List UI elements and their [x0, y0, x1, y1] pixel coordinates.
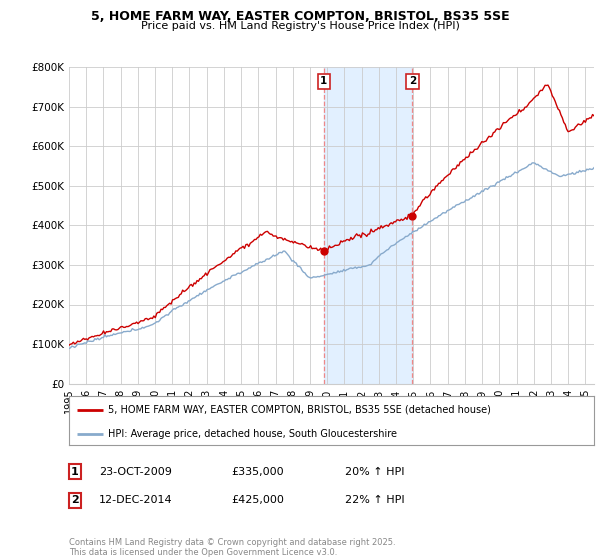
Bar — [324, 67, 412, 384]
Text: 1: 1 — [71, 466, 79, 477]
Text: Contains HM Land Registry data © Crown copyright and database right 2025.
This d: Contains HM Land Registry data © Crown c… — [69, 538, 395, 557]
Text: 23-OCT-2009: 23-OCT-2009 — [99, 466, 172, 477]
Text: 12-DEC-2014: 12-DEC-2014 — [99, 495, 173, 505]
Text: £425,000: £425,000 — [231, 495, 284, 505]
Text: £335,000: £335,000 — [231, 466, 284, 477]
Text: 5, HOME FARM WAY, EASTER COMPTON, BRISTOL, BS35 5SE (detached house): 5, HOME FARM WAY, EASTER COMPTON, BRISTO… — [109, 405, 491, 415]
Text: 2: 2 — [71, 495, 79, 505]
Text: 22% ↑ HPI: 22% ↑ HPI — [345, 495, 404, 505]
Text: 20% ↑ HPI: 20% ↑ HPI — [345, 466, 404, 477]
Text: 5, HOME FARM WAY, EASTER COMPTON, BRISTOL, BS35 5SE: 5, HOME FARM WAY, EASTER COMPTON, BRISTO… — [91, 10, 509, 23]
Text: Price paid vs. HM Land Registry's House Price Index (HPI): Price paid vs. HM Land Registry's House … — [140, 21, 460, 31]
Text: 2: 2 — [409, 76, 416, 86]
Text: 1: 1 — [320, 76, 328, 86]
Text: HPI: Average price, detached house, South Gloucestershire: HPI: Average price, detached house, Sout… — [109, 430, 397, 440]
